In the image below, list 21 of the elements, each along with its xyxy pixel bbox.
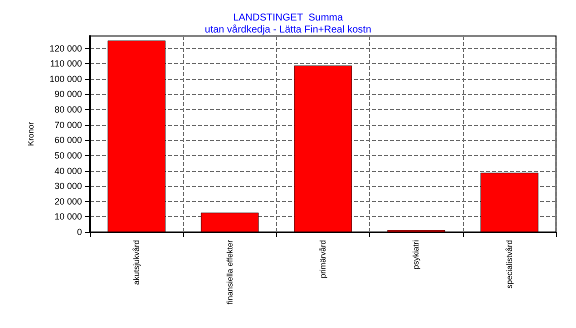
chart-title: LANDSTINGET Summa [233, 12, 344, 24]
y-tick-label: 0 [76, 227, 82, 237]
y-tick-label: 40 000 [54, 166, 82, 176]
y-tick-label: 100 000 [49, 74, 82, 84]
x-tick-label: akutsjukvård [132, 240, 142, 285]
y-tick-label: 120 000 [49, 43, 82, 54]
y-tick-label: 10 000 [54, 212, 82, 222]
x-tick-label: finansiella effekter [225, 240, 234, 304]
y-tick-label: 70 000 [54, 120, 82, 130]
y-tick-label: 80 000 [54, 104, 82, 114]
y-tick-label: 60 000 [54, 135, 82, 146]
y-axis-title: Kronor [26, 122, 36, 146]
x-tick-label: psykiatri [412, 240, 421, 270]
x-tick-label: specialistvård [504, 240, 514, 288]
y-tick-label: 90 000 [54, 89, 82, 100]
x-tick-label: primärvård [318, 240, 328, 278]
y-tick-label: 110 000 [50, 58, 82, 69]
y-tick-label: 30 000 [54, 181, 82, 192]
y-tick-label: 50 000 [54, 150, 82, 160]
y-tick-label: 20 000 [54, 196, 82, 206]
chart-subtitle: utan vårdkedja - Lätta Fin+Real kostn [204, 24, 372, 36]
